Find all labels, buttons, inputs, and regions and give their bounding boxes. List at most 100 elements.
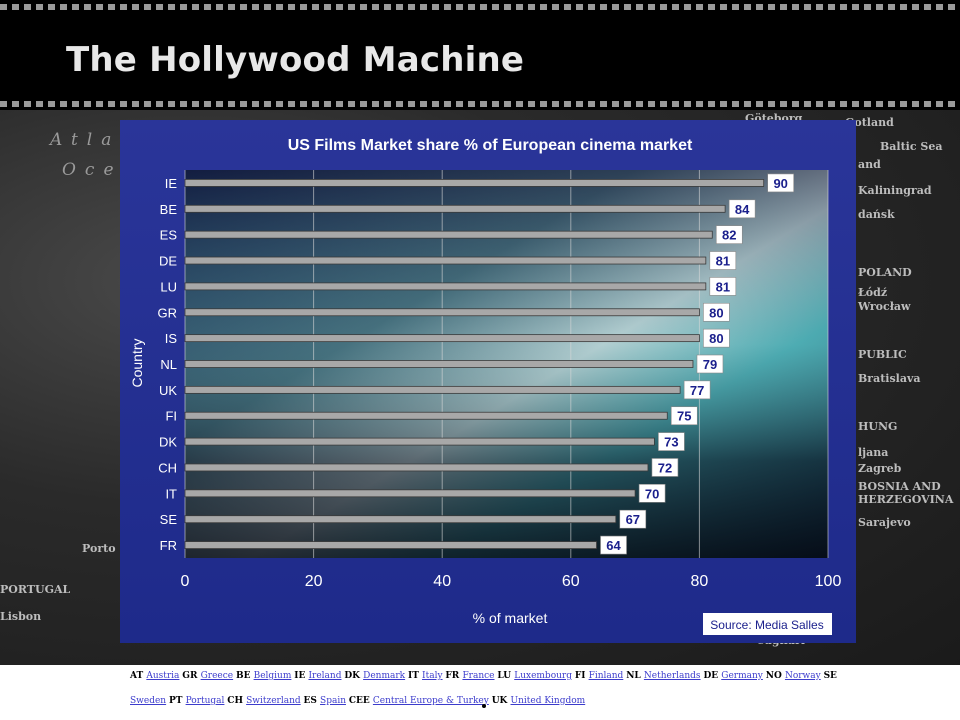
x-axis-label: % of market xyxy=(473,610,548,626)
legend-code: FI xyxy=(574,671,589,681)
legend-link[interactable]: Norway xyxy=(784,671,821,681)
map-label: Łódź xyxy=(858,286,888,299)
legend-code: PT xyxy=(168,696,186,706)
value-label: 67 xyxy=(626,512,640,527)
value-label-box xyxy=(767,173,795,193)
bar-dk xyxy=(184,437,655,446)
value-label-box xyxy=(658,432,685,451)
legend-link[interactable]: Luxembourg xyxy=(514,671,572,681)
value-label-box xyxy=(651,458,679,477)
chart-panel: US Films Market share % of European cine… xyxy=(120,120,856,643)
map-label: Gotland xyxy=(845,116,894,129)
legend-link[interactable]: Denmark xyxy=(363,671,406,681)
source-box xyxy=(703,613,832,635)
bar-ie xyxy=(184,179,765,187)
legend-code: UK xyxy=(491,696,511,706)
category-label: NL xyxy=(160,357,177,372)
bar-it xyxy=(184,489,636,498)
map-label: POLAND xyxy=(858,266,912,279)
bar-fi xyxy=(184,411,668,420)
bar-nl xyxy=(184,360,694,368)
value-label: 80 xyxy=(709,305,723,320)
x-tick-label: 80 xyxy=(691,573,709,590)
value-label: 72 xyxy=(658,460,672,475)
legend-link[interactable]: Austria xyxy=(146,671,180,681)
value-label-box xyxy=(715,225,743,244)
x-tick-labels: 0 20 40 60 80 100 xyxy=(181,573,842,590)
value-label-box xyxy=(709,251,737,270)
legend-code: DK xyxy=(344,671,364,681)
legend-code: DE xyxy=(703,671,722,681)
legend-link[interactable]: Switzerland xyxy=(246,696,301,706)
legend-code: GR xyxy=(182,671,201,681)
category-label: IS xyxy=(165,331,178,346)
legend-code: LU xyxy=(497,671,515,681)
bar-chart: US Films Market share % of European cine… xyxy=(120,120,856,643)
legend-line-2: Sweden PT Portugal CH Switzerland ES Spa… xyxy=(130,696,585,706)
category-label: DK xyxy=(159,435,177,450)
map-label: Zagreb xyxy=(858,462,902,475)
value-label: 90 xyxy=(773,176,787,191)
legend-link[interactable]: Finland xyxy=(588,671,624,681)
bars: 90 84 82 81 81 80 80 79 77 75 73 72 70 67 64 xyxy=(184,173,795,555)
bar-gr xyxy=(184,308,700,317)
legend-link[interactable]: France xyxy=(462,671,495,681)
legend-code: CH xyxy=(227,696,247,706)
legend-link[interactable]: Belgium xyxy=(253,671,292,681)
bar-is xyxy=(184,334,700,343)
value-label-box xyxy=(670,406,698,426)
legend-link[interactable]: Spain xyxy=(320,696,346,706)
map-label: Sarajevo xyxy=(858,516,911,529)
category-label: IE xyxy=(165,176,178,191)
x-tick-label: 100 xyxy=(815,573,842,590)
value-label-box xyxy=(709,277,737,296)
chart-title: US Films Market share % of European cine… xyxy=(288,137,693,154)
category-label: LU xyxy=(160,279,177,294)
x-tick-label: 0 xyxy=(181,573,190,590)
map-label: Atla xyxy=(50,130,121,150)
value-label-box xyxy=(696,354,724,374)
bar-de xyxy=(184,256,707,265)
value-label: 81 xyxy=(716,254,730,269)
legend-link[interactable]: Italy xyxy=(422,671,443,681)
map-label: Lisbon xyxy=(0,610,42,623)
x-tick-label: 20 xyxy=(305,573,323,590)
bar-fr xyxy=(184,541,597,549)
legend-code: FR xyxy=(445,671,463,681)
legend-link[interactable]: Central Europe & Turkey xyxy=(372,696,489,706)
legend-code: SE xyxy=(823,671,837,681)
value-label: 77 xyxy=(690,383,704,398)
value-label: 82 xyxy=(722,228,736,243)
map-label: Baltic Sea xyxy=(880,140,943,153)
legend-link[interactable]: Portugal xyxy=(185,696,225,706)
legend-link[interactable]: Ireland xyxy=(308,671,342,681)
legend-link[interactable]: Greece xyxy=(200,671,234,681)
category-label: ES xyxy=(160,228,178,243)
category-label: FR xyxy=(160,538,177,553)
map-label: ljana xyxy=(858,446,889,459)
category-label: SE xyxy=(160,512,178,527)
category-label: IT xyxy=(165,486,177,501)
x-tick-label: 40 xyxy=(433,573,451,590)
title-dotted-rule xyxy=(0,101,960,107)
bar-ch xyxy=(184,463,649,472)
category-label: UK xyxy=(159,383,177,398)
legend-link[interactable]: Netherlands xyxy=(643,671,701,681)
legend-link[interactable]: Germany xyxy=(721,671,763,681)
category-label: GR xyxy=(158,305,178,320)
legend-link[interactable]: Sweden xyxy=(130,696,167,706)
legend-code: IT xyxy=(407,671,423,681)
bullet-dot xyxy=(482,704,486,708)
value-label: 79 xyxy=(703,357,717,372)
map-label: HUNG xyxy=(858,420,898,433)
bar-lu xyxy=(184,282,707,291)
legend-line-1: AT Austria GR Greece BE Belgium IE Irela… xyxy=(130,671,837,681)
map-label: Wrocław xyxy=(858,300,911,313)
map-label: dańsk xyxy=(858,208,895,221)
category-label: DE xyxy=(159,254,177,269)
value-label: 84 xyxy=(735,202,750,217)
legend-link[interactable]: United Kingdom xyxy=(510,696,586,706)
value-label: 73 xyxy=(664,435,678,450)
category-labels: IE BE ES DE LU GR IS NL UK FI DK CH IT SE FR xyxy=(158,176,178,553)
